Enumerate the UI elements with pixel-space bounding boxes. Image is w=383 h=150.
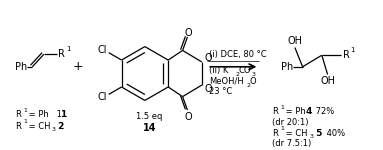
Text: 2: 2 [247,82,251,88]
Text: R: R [15,122,21,131]
Text: +: + [72,60,83,73]
Text: 1: 1 [280,105,284,110]
Text: R: R [343,50,350,60]
Text: CO: CO [238,66,250,75]
Text: 2: 2 [235,72,239,77]
Text: 5: 5 [313,129,322,138]
Text: R: R [58,49,65,59]
Text: = CH: = CH [283,129,308,138]
Text: O: O [250,77,256,86]
Text: 3: 3 [309,134,313,139]
Text: O: O [185,28,192,38]
Text: 4: 4 [306,108,312,117]
Text: 3: 3 [52,127,56,132]
Text: OH: OH [287,36,303,46]
Text: (ii) K: (ii) K [209,66,229,75]
Text: O: O [205,84,212,94]
Text: R: R [272,108,278,117]
Text: 2: 2 [56,122,65,131]
Text: R: R [272,129,278,138]
Text: 1: 1 [280,126,284,131]
Text: 23 °C: 23 °C [209,87,232,96]
Text: (dr 7.5:1): (dr 7.5:1) [272,139,311,148]
Text: Ph: Ph [15,62,27,72]
Text: 14: 14 [143,123,156,133]
Text: 1.5 eq: 1.5 eq [136,112,163,121]
Text: 3: 3 [252,72,255,77]
Text: 1: 1 [24,108,28,112]
Text: 1: 1 [60,110,67,119]
Text: 1: 1 [66,46,70,52]
Text: R: R [15,110,21,119]
Text: O: O [185,112,192,122]
Text: = Ph   1: = Ph 1 [26,110,62,119]
Text: 1: 1 [351,47,355,53]
Text: = Ph: = Ph [283,108,309,117]
Text: (dr 20:1): (dr 20:1) [272,118,308,127]
Text: MeOH/H: MeOH/H [209,77,244,86]
Text: 1: 1 [24,119,28,124]
Text: Ph: Ph [282,62,294,72]
Text: O: O [205,53,212,63]
Text: 40%: 40% [324,129,345,138]
Text: OH: OH [320,76,335,86]
Text: Cl: Cl [97,45,107,55]
Text: = CH: = CH [26,122,50,131]
Text: 72%: 72% [313,108,334,117]
Text: (i) DCE, 80 °C: (i) DCE, 80 °C [209,50,267,59]
Text: Cl: Cl [97,92,107,102]
